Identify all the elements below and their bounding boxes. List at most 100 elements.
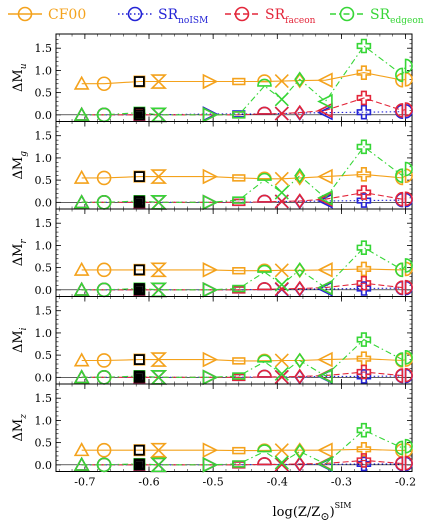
y-axis-label-sub: i	[19, 327, 29, 330]
y-tick-label: 1.5	[35, 392, 53, 405]
highlight-filled-square	[135, 461, 143, 469]
data-point	[274, 455, 289, 470]
data-point	[73, 281, 90, 296]
highlight-square	[133, 354, 145, 365]
data-point	[232, 196, 246, 204]
data-point	[73, 456, 90, 471]
data-point	[96, 170, 112, 186]
data-point	[274, 92, 289, 107]
data-point	[202, 369, 219, 386]
data-point	[356, 453, 372, 468]
data-point	[202, 442, 219, 458]
data-point	[73, 456, 90, 471]
series-0	[73, 261, 413, 279]
data-point	[356, 422, 372, 438]
data-point	[404, 72, 413, 87]
data-point	[257, 444, 272, 453]
data-point	[232, 77, 246, 86]
data-point	[404, 367, 413, 383]
data-point	[73, 194, 90, 209]
legend-item-0: CF00	[8, 6, 86, 23]
data-point	[395, 368, 404, 383]
panel-i: 0.0 0.5 1.0 1.5 ΔMi	[11, 296, 413, 386]
data-point	[294, 261, 306, 278]
data-point	[356, 185, 372, 200]
y-axis-label-main: ΔM	[11, 69, 26, 92]
y-tick-label: 0.5	[35, 437, 53, 450]
y-tick-label: 1.0	[35, 414, 53, 427]
data-point	[274, 277, 289, 292]
data-point	[317, 456, 333, 472]
data-point	[232, 284, 246, 293]
data-point	[150, 74, 168, 89]
data-point	[356, 139, 372, 155]
data-point	[294, 368, 306, 385]
data-point	[404, 279, 413, 295]
y-tick-label: 1.0	[35, 64, 53, 77]
data-point	[294, 352, 306, 369]
data-point	[356, 281, 372, 296]
y-tick-label: 1.0	[35, 152, 53, 165]
data-point	[317, 442, 333, 458]
data-point	[232, 174, 246, 182]
data-point	[150, 262, 168, 278]
legend-label-sub: faceon	[285, 16, 315, 26]
data-point	[257, 172, 272, 181]
y-tick-label: 0.0	[35, 284, 53, 297]
y-axis-label-sub: r	[19, 239, 29, 244]
data-point	[73, 281, 90, 296]
data-point	[317, 72, 333, 88]
legend-label-sub: noISM	[178, 16, 208, 26]
data-point	[356, 65, 372, 80]
data-point	[404, 438, 413, 454]
data-point	[202, 194, 219, 211]
series-0	[73, 167, 413, 186]
y-axis-label: ΔMr	[11, 239, 29, 267]
y-axis-label: ΔMi	[11, 327, 29, 353]
svg-text:log(Z/Z⊙)SIM: log(Z/Z⊙)SIM	[273, 501, 352, 523]
data-point	[294, 167, 306, 184]
panel-frame	[55, 33, 413, 122]
data-point	[257, 369, 272, 378]
data-point	[395, 440, 404, 456]
y-tick-label: 1.5	[35, 217, 53, 230]
data-point	[294, 443, 306, 460]
y-axis-label: ΔMg	[11, 151, 29, 180]
data-point	[274, 171, 289, 186]
data-point	[73, 169, 90, 184]
y-axis-label-sub: u	[19, 63, 29, 69]
data-point	[356, 104, 372, 120]
data-point	[356, 167, 372, 182]
highlight-square	[133, 171, 145, 182]
data-point	[404, 455, 413, 471]
data-point	[395, 67, 404, 83]
data-point	[73, 281, 90, 296]
y-tick-label: 0.5	[35, 262, 53, 275]
data-point	[356, 38, 372, 54]
y-axis-label-sub: z	[19, 414, 29, 420]
data-point	[395, 72, 404, 88]
x-tick-label: -0.5	[203, 476, 224, 489]
x-axis-title: log(Z/Z⊙)SIM	[273, 501, 352, 523]
data-point	[294, 104, 306, 121]
panel-g: 0.0 0.5 1.0 1.5 ΔMg	[11, 121, 413, 211]
series-0	[73, 65, 413, 92]
highlight-square	[133, 264, 145, 276]
y-tick-label: 0.0	[35, 459, 53, 472]
data-point	[202, 107, 219, 123]
data-point	[73, 369, 90, 384]
data-point	[395, 280, 404, 295]
data-point	[317, 168, 333, 185]
y-tick-label: 0.5	[35, 174, 53, 187]
data-point	[257, 194, 272, 203]
data-point	[232, 372, 246, 380]
data-point	[274, 106, 289, 121]
data-point	[274, 353, 289, 368]
x-tick-label: -0.7	[74, 476, 95, 489]
highlight-filled-square	[135, 198, 143, 206]
x-tick-label: -0.4	[267, 476, 288, 489]
legend-label: SRedgeon	[370, 7, 424, 26]
data-point	[257, 282, 272, 291]
data-point	[317, 351, 333, 368]
legend-label-sub: edgeon	[390, 16, 424, 26]
